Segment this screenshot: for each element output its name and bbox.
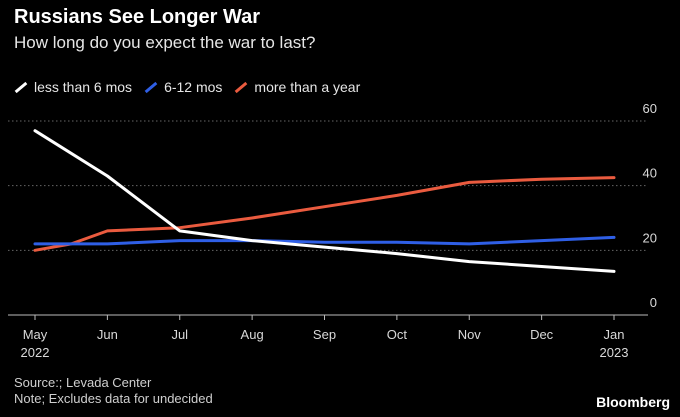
- y-tick-label: 20: [643, 230, 657, 245]
- legend: less than 6 mos 6-12 mos more than a yea…: [14, 79, 372, 95]
- note-text: Note; Excludes data for undecided: [14, 391, 213, 406]
- x-tick-label: Nov: [458, 327, 482, 342]
- y-tick-label: 60: [643, 101, 657, 116]
- x-tick-label: Jan: [604, 327, 625, 342]
- legend-item-6-12-mos: 6-12 mos: [144, 79, 222, 95]
- x-tick-label: Dec: [530, 327, 554, 342]
- legend-item-less-than-6-mos: less than 6 mos: [14, 79, 132, 95]
- x-tick-label: Sep: [313, 327, 336, 342]
- x-tick-label: Jul: [171, 327, 188, 342]
- x-tick-label: Oct: [387, 327, 408, 342]
- chart-title: Russians See Longer War: [14, 6, 260, 28]
- x-tick-label: May: [23, 327, 48, 342]
- y-tick-label: 0: [650, 295, 657, 310]
- source-note: Source:; Levada Center Note; Excludes da…: [14, 375, 213, 407]
- x-tick-label: Aug: [241, 327, 264, 342]
- y-tick-label: 40: [643, 166, 657, 181]
- x-tick-sublabel: 2022: [21, 345, 50, 360]
- source-text: Source:; Levada Center: [14, 375, 152, 390]
- series-line-6-12-mos: [33, 235, 616, 246]
- series-line-more-than-a-year: [33, 176, 616, 252]
- legend-label: less than 6 mos: [34, 79, 133, 95]
- bloomberg-logo: Bloomberg: [596, 394, 670, 410]
- series-line-less-than-6-mos: [33, 129, 616, 273]
- x-tick-label: Jun: [97, 327, 118, 342]
- legend-label: more than a year: [254, 79, 361, 95]
- legend-item-more-than-a-year: more than a year: [234, 79, 360, 95]
- chart-subtitle: How long do you expect the war to last?: [14, 33, 316, 52]
- legend-label: 6-12 mos: [164, 79, 223, 95]
- x-tick-sublabel: 2023: [600, 345, 629, 360]
